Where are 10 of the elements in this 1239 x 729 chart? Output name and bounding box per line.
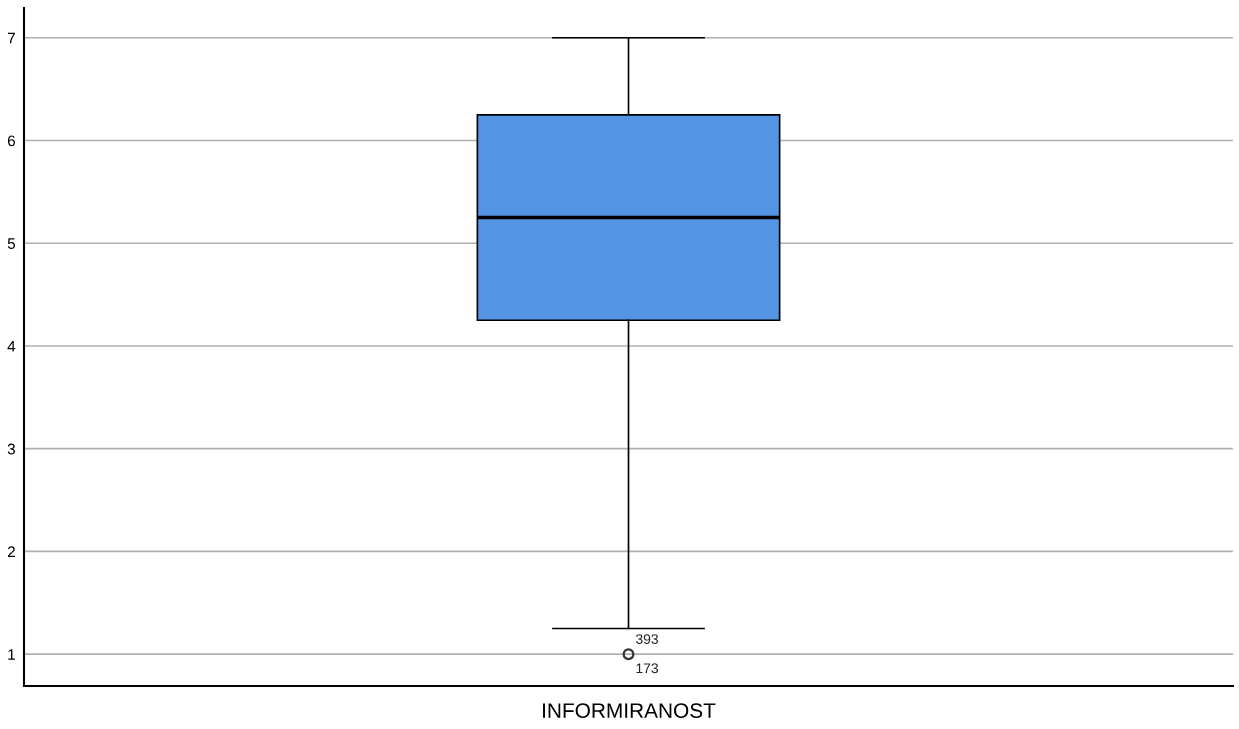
annotation: 393 [635,634,659,644]
y-tick-label: 4 [7,341,16,352]
x-tick-label: INFORMIRANOST [543,703,716,718]
y-tick-label: 5 [7,238,16,249]
y-tick-label: 2 [7,546,15,557]
y-tick-label: 1 [8,649,15,660]
y-tick-label: 7 [7,32,15,44]
y-tick-label: 3 [7,443,15,455]
y-tick-label: 6 [7,135,15,147]
annotation: 173 [636,663,659,674]
